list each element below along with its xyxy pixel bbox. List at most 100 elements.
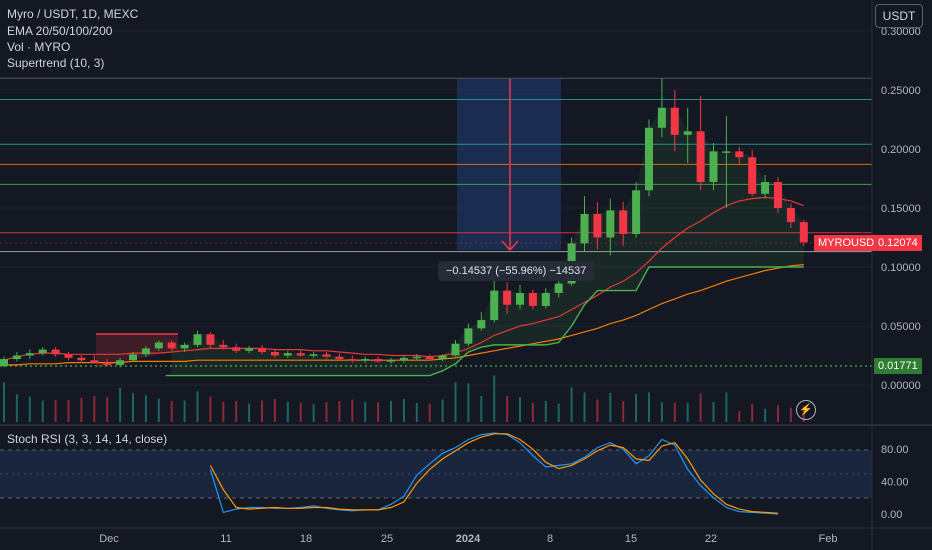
candle-body — [387, 360, 395, 362]
volume-bar — [119, 387, 122, 422]
supertrend-line — [165, 266, 804, 377]
volume-bar — [738, 411, 741, 422]
candle-body — [322, 354, 331, 357]
ema-legend[interactable]: EMA 20/50/100/200 — [7, 24, 113, 38]
volume-bar — [699, 393, 702, 422]
candle-body — [129, 354, 137, 361]
candle-body — [219, 344, 228, 348]
volume-bar — [132, 393, 134, 422]
volume-bar — [170, 401, 173, 422]
volume-bar — [493, 375, 496, 422]
candle-body — [657, 107, 666, 128]
rsi-axis-label: 0.00 — [881, 509, 902, 521]
candle-body — [77, 357, 86, 361]
volume-bar — [583, 392, 586, 422]
candle-body — [516, 292, 524, 305]
candle-body — [283, 353, 292, 356]
volume-bar — [635, 393, 638, 422]
candle-body — [167, 342, 176, 349]
time-axis-label: 18 — [300, 533, 312, 545]
volume-bar — [183, 400, 186, 422]
last-price-tag: 0.12074 — [874, 235, 922, 251]
candle-body — [64, 354, 73, 358]
time-axis-label: 8 — [547, 533, 553, 545]
volume-bar — [261, 400, 263, 422]
candle-body — [309, 354, 318, 356]
measure-label: −0.14537 (−55.96%) −14537 — [438, 261, 595, 281]
price-axis-label: 0.05000 — [881, 321, 921, 333]
candle-body — [0, 359, 8, 367]
candle-body — [116, 360, 125, 365]
stoch-rsi-d-line — [209, 433, 779, 514]
lightning-icon[interactable]: ⚡ — [796, 400, 816, 420]
volume-bar — [609, 392, 612, 422]
stoch-rsi-k-line — [209, 432, 779, 515]
time-axis-label: 25 — [381, 533, 393, 545]
candle-body — [270, 351, 279, 356]
candle-body — [245, 348, 254, 351]
candle-body — [425, 356, 434, 360]
candle-body — [748, 157, 757, 194]
candle-body — [90, 360, 99, 363]
candle-body — [103, 362, 112, 365]
candle-body — [490, 290, 499, 321]
volume-bar — [428, 403, 431, 422]
supertrend-legend[interactable]: Supertrend (10, 3) — [7, 56, 105, 70]
candle-body — [786, 208, 795, 223]
volume-bar — [712, 402, 715, 422]
candle-body — [154, 342, 163, 349]
volume-bar — [402, 398, 405, 422]
rsi-axis-label: 80.00 — [881, 444, 909, 456]
candle-body — [258, 348, 266, 352]
candle-body — [464, 328, 473, 344]
time-axis-label: 11 — [220, 533, 231, 545]
volume-bar — [480, 396, 483, 422]
volume-bar — [686, 402, 689, 422]
volume-bar — [235, 401, 238, 422]
candle-body — [12, 355, 21, 360]
volume-bar — [273, 398, 276, 422]
volume-bar — [54, 400, 57, 422]
stoch-rsi-legend[interactable]: Stoch RSI (3, 3, 14, 14, close) — [7, 432, 168, 446]
volume-bar — [93, 396, 96, 422]
volume-bar — [196, 391, 199, 422]
volume-bar — [144, 395, 147, 422]
volume-bar — [364, 401, 367, 422]
volume-legend[interactable]: Vol · MYRO — [7, 40, 71, 54]
candle-body — [438, 355, 447, 360]
time-axis-label: 15 — [625, 533, 637, 545]
price-axis-label: 0.15000 — [881, 203, 921, 215]
volume-bar — [222, 401, 225, 422]
volume-bar — [454, 382, 457, 422]
volume-bar — [751, 403, 754, 422]
volume-bar — [338, 401, 341, 422]
currency-button[interactable]: USDT — [875, 4, 923, 28]
volume-bar — [299, 402, 302, 422]
volume-bar — [506, 395, 509, 422]
volume-bar — [41, 400, 44, 422]
volume-bar — [286, 401, 289, 422]
volume-bar — [544, 400, 547, 422]
volume-bar — [67, 399, 70, 422]
chart-title[interactable]: Myro / USDT, 1D, MEXC — [7, 7, 139, 21]
candle-body — [361, 359, 370, 361]
candle-body — [477, 320, 486, 329]
volume-bar — [377, 402, 380, 422]
candle-body — [206, 334, 215, 345]
volume-bar — [764, 408, 767, 422]
volume-bar — [531, 402, 534, 422]
candle-body — [799, 222, 808, 243]
volume-bar — [467, 383, 470, 422]
volume-bar — [725, 392, 728, 422]
candle-body — [709, 151, 718, 183]
candle-body — [51, 349, 60, 355]
price-axis: 0.30000 0.25000 0.20000 0.15000 0.10000 0.050… — [881, 26, 921, 392]
candle-body — [541, 292, 550, 306]
candle-body — [25, 353, 34, 356]
candle-body — [180, 344, 189, 349]
candle-body — [606, 210, 615, 238]
price-axis-label: 0.10000 — [881, 262, 921, 274]
volume-bar — [519, 397, 521, 422]
volume-bar — [80, 397, 83, 422]
